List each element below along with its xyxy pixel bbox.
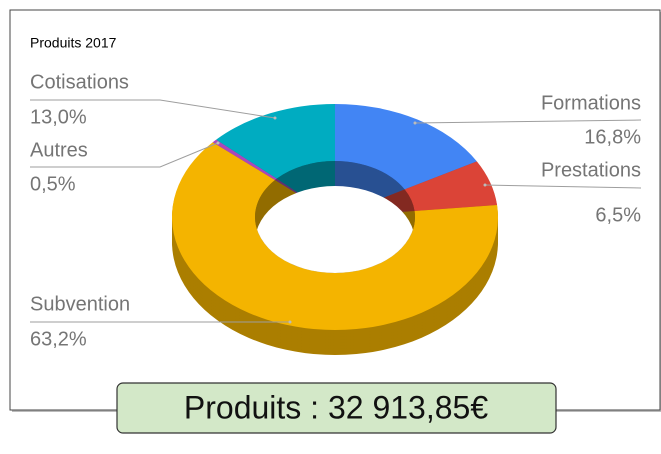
slice [404, 161, 498, 212]
leader-dot [483, 183, 487, 187]
leader-line [30, 142, 219, 168]
slice-value: 6,5% [595, 204, 641, 226]
slice-label: Subvention [30, 293, 130, 315]
labels: Formations 16,8% Prestations 6,5% Subvention… [30, 71, 641, 350]
leader-dot [413, 121, 417, 125]
slice-value: 13,0% [30, 106, 87, 128]
leader-line [414, 119, 642, 124]
donut [171, 104, 498, 355]
slice [212, 139, 277, 180]
slice [216, 104, 335, 179]
slice [171, 142, 498, 330]
leader-line [30, 99, 276, 119]
slice-label: Prestations [541, 159, 641, 181]
slice-value: 0,5% [30, 173, 76, 195]
leader-dot [273, 116, 277, 120]
total-text: Produits : 32 913,85€ [184, 389, 488, 425]
slice [335, 104, 477, 190]
slice-value: 63,2% [30, 328, 87, 350]
leader-dot [288, 320, 292, 324]
slice-label: Cotisations [30, 71, 129, 93]
leader-line [484, 184, 642, 189]
slice-label: Formations [541, 92, 641, 114]
total-badge [116, 382, 557, 434]
slice-label: Autres [30, 139, 88, 161]
chart-title: Produits 2017 [30, 35, 117, 51]
leader-dot [216, 141, 220, 145]
slice-value: 16,8% [584, 126, 641, 148]
